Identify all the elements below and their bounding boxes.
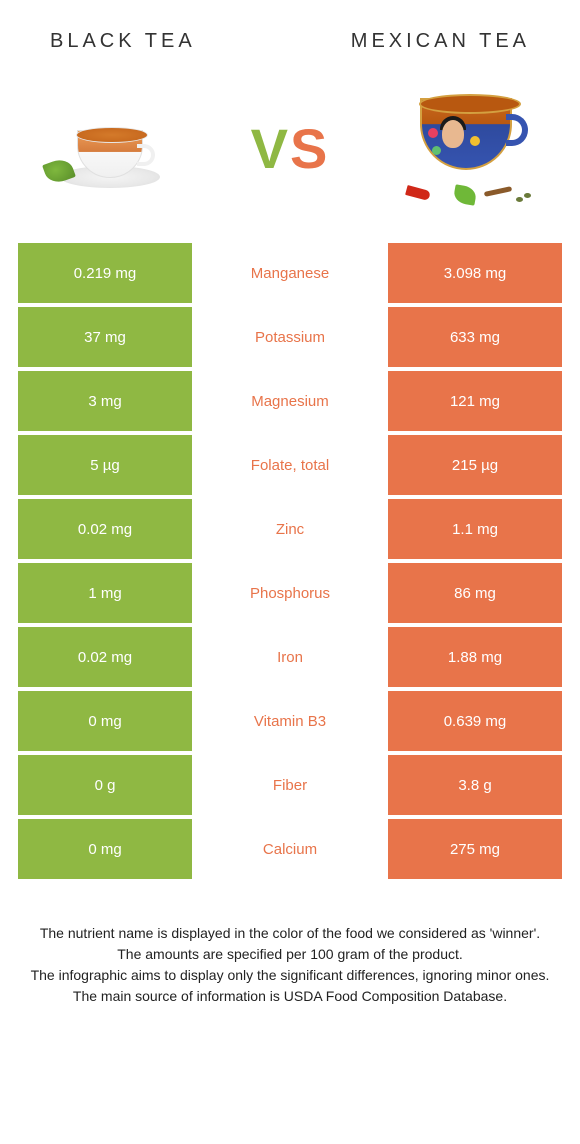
vs-label: VS <box>251 116 330 181</box>
nutrient-name: Zinc <box>192 499 388 559</box>
vs-letter-s: S <box>290 117 329 180</box>
footer-line-1: The nutrient name is displayed in the co… <box>28 923 552 944</box>
right-value: 275 mg <box>388 819 562 879</box>
right-value: 1.88 mg <box>388 627 562 687</box>
nutrient-name: Folate, total <box>192 435 388 495</box>
left-value: 37 mg <box>18 307 192 367</box>
left-value: 0.219 mg <box>18 243 192 303</box>
table-row: 1 mgPhosphorus86 mg <box>18 563 562 623</box>
right-value: 121 mg <box>388 371 562 431</box>
nutrient-table: 0.219 mgManganese3.098 mg37 mgPotassium6… <box>0 243 580 879</box>
right-value: 215 µg <box>388 435 562 495</box>
infographic-container: Black tea Mexican tea VS <box>0 0 580 1007</box>
left-value: 1 mg <box>18 563 192 623</box>
right-value: 1.1 mg <box>388 499 562 559</box>
left-value: 0.02 mg <box>18 627 192 687</box>
right-value: 86 mg <box>388 563 562 623</box>
left-value: 0 mg <box>18 819 192 879</box>
mexican-tea-image <box>390 88 550 208</box>
table-row: 0 gFiber3.8 g <box>18 755 562 815</box>
vs-letter-v: V <box>251 117 290 180</box>
right-value: 633 mg <box>388 307 562 367</box>
left-food-title: Black tea <box>50 30 196 53</box>
footer-notes: The nutrient name is displayed in the co… <box>0 883 580 1007</box>
left-value: 3 mg <box>18 371 192 431</box>
table-row: 0.02 mgZinc1.1 mg <box>18 499 562 559</box>
nutrient-name: Magnesium <box>192 371 388 431</box>
left-value: 0 g <box>18 755 192 815</box>
nutrient-name: Manganese <box>192 243 388 303</box>
black-tea-image <box>30 88 190 208</box>
left-value: 0.02 mg <box>18 499 192 559</box>
right-value: 3.098 mg <box>388 243 562 303</box>
footer-line-3: The infographic aims to display only the… <box>28 965 552 986</box>
nutrient-name: Calcium <box>192 819 388 879</box>
table-row: 37 mgPotassium633 mg <box>18 307 562 367</box>
table-row: 0.02 mgIron1.88 mg <box>18 627 562 687</box>
left-value: 0 mg <box>18 691 192 751</box>
nutrient-name: Potassium <box>192 307 388 367</box>
nutrient-name: Iron <box>192 627 388 687</box>
table-row: 3 mgMagnesium121 mg <box>18 371 562 431</box>
vs-hero-row: VS <box>0 63 580 243</box>
nutrient-name: Fiber <box>192 755 388 815</box>
table-row: 5 µgFolate, total215 µg <box>18 435 562 495</box>
right-value: 0.639 mg <box>388 691 562 751</box>
nutrient-name: Phosphorus <box>192 563 388 623</box>
right-food-title: Mexican tea <box>351 30 530 53</box>
table-row: 0 mgVitamin B30.639 mg <box>18 691 562 751</box>
table-row: 0.219 mgManganese3.098 mg <box>18 243 562 303</box>
footer-line-2: The amounts are specified per 100 gram o… <box>28 944 552 965</box>
nutrient-name: Vitamin B3 <box>192 691 388 751</box>
left-value: 5 µg <box>18 435 192 495</box>
right-value: 3.8 g <box>388 755 562 815</box>
header-row: Black tea Mexican tea <box>0 0 580 63</box>
footer-line-4: The main source of information is USDA F… <box>28 986 552 1007</box>
table-row: 0 mgCalcium275 mg <box>18 819 562 879</box>
